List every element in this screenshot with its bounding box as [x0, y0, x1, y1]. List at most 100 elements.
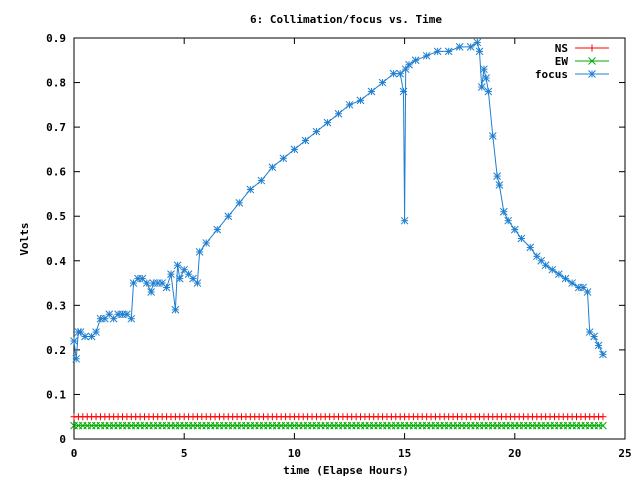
data-point — [367, 87, 376, 96]
legend-label: EW — [555, 55, 569, 68]
data-point — [405, 60, 413, 69]
data-point — [268, 163, 277, 172]
data-point — [493, 172, 502, 180]
chart-title: 6: Collimation/focus vs. Time — [250, 13, 442, 26]
y-tick-label: 0.3 — [46, 299, 66, 312]
data-point — [323, 118, 332, 127]
x-tick-label: 0 — [71, 447, 78, 460]
data-point — [475, 47, 484, 56]
data-point — [193, 279, 202, 287]
data-point — [583, 288, 592, 296]
y-tick-label: 0 — [59, 433, 66, 446]
data-point — [455, 43, 464, 51]
data-point — [400, 216, 409, 225]
data-point — [473, 38, 482, 47]
data-point — [235, 199, 244, 207]
data-point — [594, 341, 603, 350]
data-point — [422, 51, 431, 60]
data-point — [167, 270, 175, 278]
series-ns — [70, 413, 607, 421]
data-point — [561, 274, 570, 283]
x-tick-label: 25 — [618, 447, 631, 460]
data-point — [290, 145, 299, 154]
data-point — [356, 96, 365, 105]
data-point — [81, 332, 89, 341]
y-tick-label: 0.1 — [46, 388, 66, 401]
data-point — [517, 234, 526, 243]
data-point — [480, 65, 488, 74]
data-point — [466, 43, 475, 51]
legend-item-ew: EW — [555, 55, 609, 68]
data-point — [599, 413, 607, 421]
data-point — [484, 87, 493, 96]
legend-label: focus — [535, 68, 568, 81]
data-point — [312, 127, 321, 136]
y-tick-label: 0.9 — [46, 32, 66, 45]
data-point — [599, 421, 607, 430]
x-tick-label: 10 — [288, 447, 301, 460]
y-axis-label: Volts — [18, 222, 31, 255]
data-point — [555, 270, 563, 278]
legend-swatch-marker — [588, 57, 596, 65]
data-point — [173, 261, 182, 270]
data-point — [345, 100, 354, 109]
data-point — [202, 239, 211, 247]
legend-label: NS — [555, 42, 568, 55]
data-point — [396, 69, 405, 78]
data-point — [92, 328, 100, 336]
x-tick-label: 15 — [398, 447, 411, 460]
legend-swatch-marker — [588, 70, 596, 78]
y-tick-label: 0.2 — [46, 344, 66, 357]
data-point — [510, 225, 519, 234]
data-point — [105, 310, 114, 319]
data-point — [541, 261, 550, 270]
data-point — [279, 154, 288, 163]
series-layer — [70, 38, 607, 430]
data-point — [399, 87, 408, 96]
y-tick-label: 0.6 — [46, 166, 66, 179]
data-point — [526, 243, 535, 252]
legend-swatch-marker — [588, 44, 596, 52]
data-point — [301, 136, 310, 145]
data-point — [548, 265, 557, 274]
y-tick-label: 0.4 — [46, 255, 66, 268]
data-point — [162, 283, 171, 292]
data-point — [590, 332, 598, 341]
x-axis: 0 5 10 15 20 25 — [71, 38, 632, 460]
data-point — [585, 328, 594, 336]
data-point — [433, 47, 442, 56]
legend-item-ns: NS — [555, 42, 609, 55]
data-point — [389, 69, 398, 78]
data-point — [477, 83, 486, 91]
data-point — [171, 305, 180, 314]
y-tick-label: 0.5 — [46, 210, 66, 223]
plot-frame — [73, 37, 626, 440]
data-point — [444, 47, 453, 56]
data-point — [488, 132, 497, 140]
data-point — [532, 252, 541, 261]
data-point — [147, 288, 155, 296]
x-tick-label: 5 — [181, 447, 188, 460]
data-point — [378, 78, 387, 87]
data-point — [175, 274, 184, 283]
y-axis: 0 0.1 0.2 0.3 0.4 0.5 0.6 0.7 0.8 0.9 — [46, 32, 625, 446]
data-point — [257, 176, 266, 185]
legend-item-focus: focus — [535, 68, 609, 81]
data-point — [411, 56, 420, 65]
series-line-focus — [73, 41, 604, 359]
y-tick-label: 0.8 — [46, 77, 66, 90]
y-tick-label: 0.7 — [46, 121, 66, 134]
data-point — [224, 212, 233, 221]
data-point — [401, 65, 410, 74]
data-point — [213, 225, 222, 234]
data-point — [495, 181, 504, 189]
data-point — [246, 185, 255, 194]
series-ew — [70, 421, 607, 430]
data-point — [72, 354, 81, 363]
data-point — [334, 109, 343, 118]
series-focus — [70, 38, 607, 363]
data-point — [189, 274, 197, 283]
